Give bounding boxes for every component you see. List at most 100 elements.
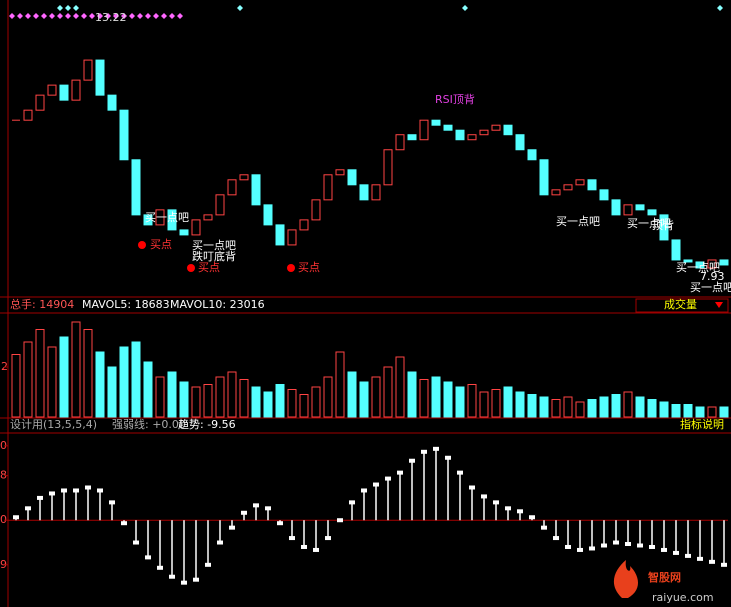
indicator-dot: [37, 495, 43, 500]
indicator-dot: [361, 488, 367, 493]
volume-bar: [83, 329, 93, 418]
volume-bar: [143, 361, 153, 418]
volume-bar: [479, 391, 489, 418]
volume-total: 总手: 14904: [10, 297, 74, 311]
candle: [239, 174, 249, 181]
candle: [551, 189, 561, 196]
indicator-dot: [97, 488, 103, 493]
dropdown-arrow[interactable]: [715, 302, 723, 308]
indicator-dot: [481, 494, 487, 499]
volume-bar: [107, 366, 117, 418]
candle: [323, 174, 333, 201]
indicator-dot: [157, 565, 163, 570]
indicator-dot: [445, 455, 451, 460]
diamond: [161, 13, 167, 19]
diamond: [9, 13, 15, 19]
diamond: [717, 5, 723, 11]
candle: [227, 179, 237, 196]
candle: [311, 199, 321, 221]
volume-bar: [263, 391, 273, 418]
candle: [455, 129, 465, 141]
candle: [383, 149, 393, 186]
candle: [119, 109, 129, 161]
candle: [23, 109, 33, 121]
annotation: 买点: [150, 238, 172, 251]
mavol5: MAVOL5: 18683: [82, 298, 170, 311]
volume-bar: [707, 406, 717, 418]
indicator-dot: [85, 485, 91, 490]
volume-bar: [47, 346, 57, 418]
indicator-dot: [469, 485, 475, 490]
candle: [35, 94, 45, 111]
diamond: [169, 13, 175, 19]
indicator-dot: [565, 544, 571, 549]
candle: [47, 84, 57, 96]
volume-label[interactable]: 成交量: [664, 297, 697, 311]
indicator-dot: [457, 470, 463, 475]
candle: [59, 84, 69, 101]
candle: [143, 214, 153, 226]
indicator-dot: [265, 506, 271, 511]
price-label: 13.22: [95, 11, 127, 24]
diamond: [462, 5, 468, 11]
indicator-help[interactable]: 指标说明: [680, 417, 724, 431]
diamond: [49, 13, 55, 19]
diamond: [65, 5, 71, 11]
indicator-dot: [133, 540, 139, 545]
candle: [335, 169, 345, 176]
diamond: [25, 13, 31, 19]
indicator-dot: [193, 577, 199, 582]
volume-bar: [551, 399, 561, 418]
candle: [719, 259, 729, 266]
volume-bar: [359, 381, 369, 418]
indicator-dot: [121, 521, 127, 526]
indicator-dot: [397, 470, 403, 475]
top-markers: [9, 5, 723, 19]
candle: [623, 204, 633, 216]
indicator-dot: [253, 503, 259, 508]
candle: [275, 224, 285, 246]
volume-bar: [539, 396, 549, 418]
y-tick-label: 0: [0, 439, 7, 452]
indicator-dot: [49, 491, 55, 496]
volume-bar: [191, 386, 201, 418]
volume-bar: [503, 386, 513, 418]
volume-bar: [155, 376, 165, 418]
diamond: [237, 5, 243, 11]
diamond: [153, 13, 159, 19]
indicator-dot: [241, 510, 247, 515]
volume-bar: [335, 351, 345, 418]
indicator-dot: [661, 547, 667, 552]
diamond: [113, 13, 119, 19]
indicator-dot: [25, 506, 31, 511]
annotation: 买一点吧: [556, 215, 600, 228]
candle: [107, 94, 117, 111]
indicator-dot: [73, 488, 79, 493]
volume-bar: [287, 389, 297, 418]
candle: [647, 209, 657, 216]
indicator-dot: [109, 500, 115, 505]
volume-bar: [179, 381, 189, 418]
candle: [95, 59, 105, 96]
candle: [575, 179, 585, 186]
candle: [539, 159, 549, 196]
volume-bar: [71, 321, 81, 418]
volume-bar: [611, 394, 621, 418]
diamond: [145, 13, 151, 19]
volume-bar: [35, 329, 45, 418]
volume-bar: [371, 376, 381, 418]
volume-bar: [203, 384, 213, 418]
indicator-name: 设计用(13,5,5,4): [10, 418, 97, 431]
volume-bar: [695, 406, 705, 418]
volume-bar: [599, 396, 609, 418]
diamond: [33, 13, 39, 19]
volume-bar: [395, 356, 405, 418]
indicator-dot: [421, 449, 427, 454]
volume-bar: [239, 379, 249, 418]
candle: [683, 259, 693, 263]
indicator-dot: [601, 543, 607, 548]
diamond: [177, 13, 183, 19]
volume-bar: [311, 386, 321, 418]
candle: [611, 199, 621, 216]
annotation: 买一点吧: [192, 239, 236, 252]
